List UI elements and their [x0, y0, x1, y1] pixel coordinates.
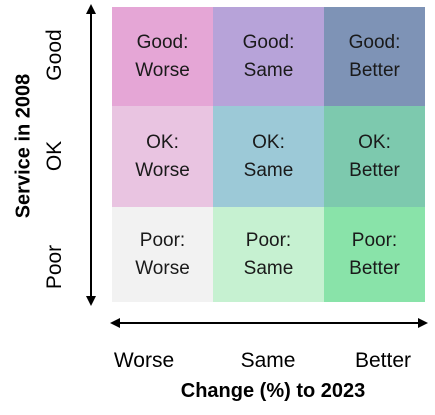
y-axis-double-arrow	[86, 4, 96, 306]
cell-good-same-line1: Good:	[242, 31, 295, 53]
cell-good-worse: Good: Worse	[112, 7, 213, 106]
cell-ok-better-line2: Better	[349, 159, 400, 181]
x-tick-same: Same	[240, 349, 296, 372]
cell-good-better-line1: Good:	[348, 31, 401, 53]
cell-ok-same-line1: OK:	[252, 131, 285, 153]
x-tick-better: Better	[354, 349, 412, 372]
cell-ok-worse-line2: Worse	[135, 159, 190, 181]
cell-ok-worse-line1: OK:	[146, 131, 179, 153]
cell-ok-better: OK: Better	[324, 106, 425, 207]
x-axis-double-arrow	[110, 318, 428, 328]
cell-poor-worse-line2: Worse	[135, 257, 190, 279]
y-tick-ok-label: OK	[43, 140, 66, 172]
cell-ok-better-line1: OK:	[358, 131, 391, 153]
cell-poor-better-line2: Better	[349, 257, 400, 279]
y-axis-title-text: Service in 2008	[12, 73, 35, 219]
quadrant-grid: Good: Worse Good: Same Good: Better OK: …	[112, 7, 425, 302]
cell-poor-better-line1: Poor:	[351, 229, 398, 251]
cell-poor-better: Poor: Better	[324, 207, 425, 302]
cell-poor-worse-line1: Poor:	[139, 229, 186, 251]
cell-good-worse-line1: Good:	[136, 31, 189, 53]
cell-ok-same: OK: Same	[213, 106, 324, 207]
y-tick-good-label: Good	[43, 29, 66, 81]
cell-good-better-line2: Better	[349, 59, 400, 81]
cell-good-same-line2: Same	[243, 59, 294, 81]
cell-poor-same-line2: Same	[243, 257, 294, 279]
cell-ok-worse: OK: Worse	[112, 106, 213, 207]
y-tick-poor-label: Poor	[43, 244, 66, 290]
cell-poor-same-line1: Poor:	[245, 229, 292, 251]
cell-poor-worse: Poor: Worse	[112, 207, 213, 302]
x-tick-worse: Worse	[113, 349, 175, 372]
cell-poor-same: Poor: Same	[213, 207, 324, 302]
cell-good-better: Good: Better	[324, 7, 425, 106]
cell-good-worse-line2: Worse	[135, 59, 190, 81]
cell-ok-same-line2: Same	[243, 159, 294, 181]
cell-good-same: Good: Same	[213, 7, 324, 106]
x-axis-title: Change (%) to 2023	[180, 380, 366, 402]
